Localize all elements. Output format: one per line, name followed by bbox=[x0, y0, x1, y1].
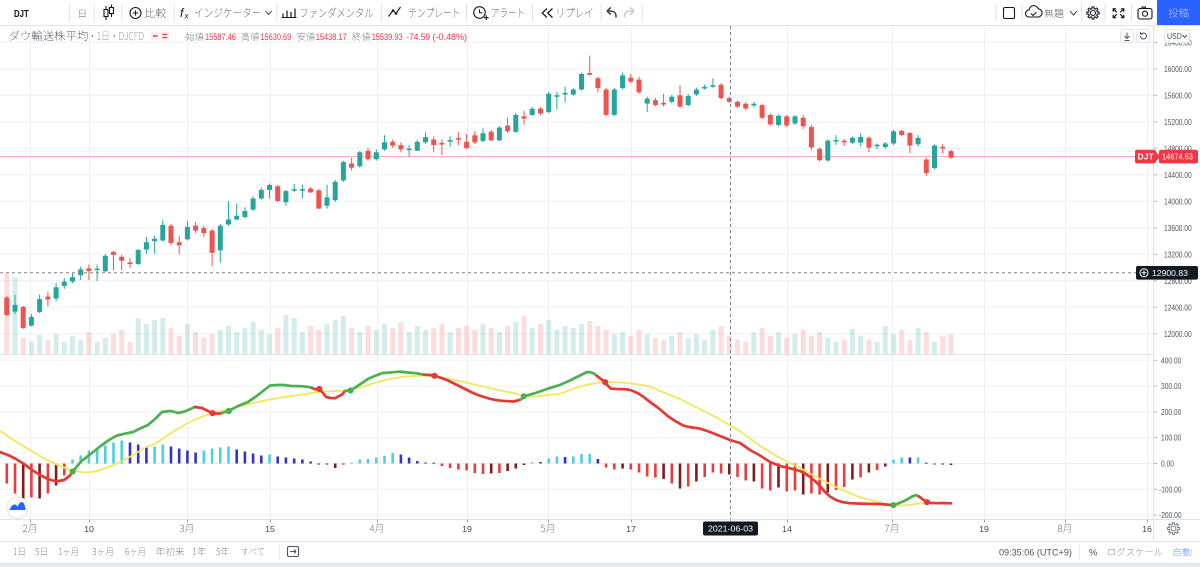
svg-text:14674.63: 14674.63 bbox=[1162, 152, 1193, 162]
svg-text:12400.00: 12400.00 bbox=[1164, 303, 1192, 312]
svg-text:13200.00: 13200.00 bbox=[1164, 250, 1192, 259]
svg-text:15: 15 bbox=[265, 524, 275, 534]
svg-text:14: 14 bbox=[782, 524, 792, 534]
svg-text:17: 17 bbox=[626, 524, 636, 534]
svg-text:13600.00: 13600.00 bbox=[1164, 224, 1192, 233]
svg-text:14000.00: 14000.00 bbox=[1164, 197, 1192, 206]
svg-text:14400.00: 14400.00 bbox=[1164, 171, 1192, 180]
svg-text:10: 10 bbox=[84, 524, 94, 534]
svg-text:200.00: 200.00 bbox=[1161, 408, 1182, 417]
svg-text:15630.69: 15630.69 bbox=[260, 32, 291, 42]
svg-text:15200.00: 15200.00 bbox=[1164, 118, 1192, 127]
svg-text:USD: USD bbox=[1167, 32, 1182, 41]
svg-text:2021-06-03: 2021-06-03 bbox=[708, 524, 753, 534]
svg-text:-100.00: -100.00 bbox=[1159, 485, 1182, 494]
svg-text:300.00: 300.00 bbox=[1161, 382, 1182, 391]
svg-text:15600.00: 15600.00 bbox=[1164, 91, 1192, 100]
svg-text:09:35:06 (UTC+9): 09:35:06 (UTC+9) bbox=[999, 548, 1072, 558]
svg-text:19: 19 bbox=[462, 524, 472, 534]
svg-text:DJT: DJT bbox=[1138, 152, 1155, 162]
svg-text:(-0.48%): (-0.48%) bbox=[433, 32, 468, 42]
svg-text:12900.83: 12900.83 bbox=[1152, 268, 1188, 278]
svg-text:DJT: DJT bbox=[14, 9, 29, 20]
svg-text:15438.17: 15438.17 bbox=[316, 32, 347, 42]
svg-text:100.00: 100.00 bbox=[1161, 434, 1182, 443]
svg-text:19: 19 bbox=[979, 524, 989, 534]
svg-text:%: % bbox=[1089, 548, 1098, 559]
svg-text:12000.00: 12000.00 bbox=[1164, 330, 1192, 339]
svg-text:12800.00: 12800.00 bbox=[1164, 277, 1192, 286]
svg-text:-74.59: -74.59 bbox=[406, 32, 430, 42]
svg-text:400.00: 400.00 bbox=[1161, 356, 1182, 365]
svg-text:14800.00: 14800.00 bbox=[1164, 144, 1192, 153]
svg-text:15587.46: 15587.46 bbox=[205, 32, 236, 42]
svg-text:16: 16 bbox=[1142, 524, 1152, 534]
svg-text:15539.93: 15539.93 bbox=[372, 32, 403, 42]
svg-text:16000.00: 16000.00 bbox=[1164, 65, 1192, 74]
svg-text:f: f bbox=[180, 6, 185, 20]
svg-text:x: x bbox=[184, 12, 190, 21]
svg-text:0.00: 0.00 bbox=[1161, 460, 1174, 469]
svg-text:-200.00: -200.00 bbox=[1159, 511, 1182, 520]
